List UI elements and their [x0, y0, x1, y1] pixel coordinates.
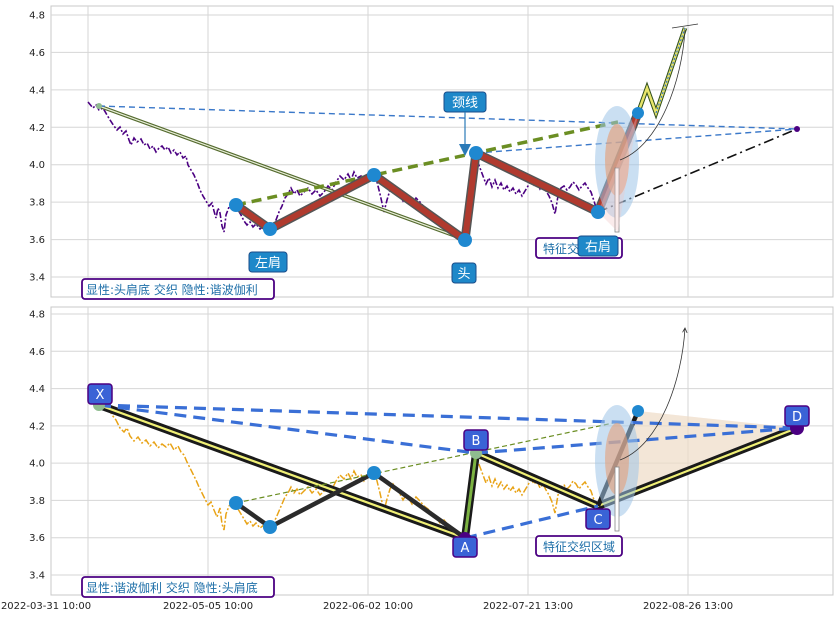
y-tick-label: 4.2 [29, 421, 45, 432]
y-tick-label: 4.8 [29, 11, 45, 22]
label-c: C [585, 508, 611, 530]
top-point-marker [229, 198, 243, 212]
label-right-shoulder: 右肩 [577, 235, 619, 257]
top-panel: 左肩 头 颈线 特征交织区域 右肩 显性:头肩底 交织 隐性:谐波伽利 [81, 23, 800, 300]
svg-text:B: B [472, 434, 481, 449]
top-point-marker [794, 126, 800, 132]
bottom-zone-inner [605, 423, 629, 495]
y-tick-label: 3.4 [29, 273, 45, 284]
bottom-hs-pattern [234, 470, 467, 540]
bottom-price-line [98, 404, 598, 540]
top-gridlines [51, 6, 833, 297]
y-tick-label: 3.8 [29, 198, 45, 209]
label-head: 头 [451, 262, 477, 284]
label-x: X [87, 383, 113, 405]
x-axis-ticks: 2022-03-31 10:00 2022-05-05 10:00 2022-06-… [1, 601, 733, 612]
svg-text:X: X [96, 388, 105, 403]
label-feature-zone-bottom: 特征交织区域 [535, 535, 623, 557]
bottom-neckline [235, 421, 619, 504]
top-zone-inner [605, 124, 629, 196]
svg-text:左肩: 左肩 [255, 255, 281, 271]
svg-text:右肩: 右肩 [585, 239, 611, 255]
svg-text:显性:头肩底 交织 隐性:谐波伽利: 显性:头肩底 交织 隐性:谐波伽利 [86, 282, 258, 297]
x-tick-label: 2022-08-26 13:00 [643, 601, 733, 612]
y-tick-label: 4.4 [29, 384, 45, 395]
y-tick-label: 3.6 [29, 533, 45, 544]
top-zone-bar [614, 167, 620, 233]
bottom-gridlines [51, 307, 833, 595]
top-point-marker [469, 146, 483, 160]
y-tick-label: 4.2 [29, 123, 45, 134]
top-point-marker [263, 222, 277, 236]
bottom-dashed-ac [464, 504, 599, 540]
x-tick-label: 2022-05-05 10:00 [163, 601, 253, 612]
y-tick-label: 4.8 [29, 310, 45, 321]
top-point-marker [367, 168, 381, 182]
y-tick-label: 4.0 [29, 459, 45, 470]
bottom-xabcd-green-seg [463, 452, 478, 539]
label-left-shoulder: 左肩 [248, 251, 288, 273]
bottom-zone-bar [614, 466, 620, 532]
svg-text:特征交织区域: 特征交织区域 [543, 539, 615, 554]
y-tick-label: 3.8 [29, 496, 45, 507]
bottom-panel: X A B C D 特征交织区域 [81, 328, 810, 598]
x-tick-label: 2022-07-21 13:00 [483, 601, 573, 612]
x-tick-label: 2022-06-02 10:00 [323, 601, 413, 612]
top-point-marker [591, 205, 605, 219]
bottom-point-marker [229, 496, 243, 510]
x-tick-label: 2022-03-31 10:00 [1, 601, 91, 612]
top-point-marker [96, 103, 102, 109]
top-falling-trendline-core [98, 105, 467, 241]
bottom-point-marker [632, 405, 644, 417]
y-tick-label: 4.0 [29, 160, 45, 171]
label-a: A [452, 536, 478, 558]
y-tick-label: 4.6 [29, 48, 45, 59]
bottom-point-marker [263, 520, 277, 534]
svg-text:显性:谐波伽利 交织 隐性:头肩底: 显性:谐波伽利 交织 隐性:头肩底 [86, 580, 258, 595]
top-curved-arrow [619, 29, 686, 161]
y-tick-label: 3.6 [29, 235, 45, 246]
y-tick-label: 4.6 [29, 347, 45, 358]
top-legend: 显性:头肩底 交织 隐性:谐波伽利 [81, 278, 275, 300]
svg-text:A: A [461, 541, 470, 556]
top-target-mark [671, 23, 699, 29]
y-tick-label: 4.4 [29, 85, 45, 96]
top-projection-triangle [598, 113, 638, 232]
label-b: B [463, 429, 489, 451]
svg-text:C: C [593, 513, 602, 528]
y-tick-label: 3.4 [29, 571, 45, 582]
bottom-legend: 显性:谐波伽利 交织 隐性:头肩底 [81, 576, 275, 598]
label-d: D [784, 405, 810, 427]
top-projection-dotted [655, 27, 686, 114]
top-plot-frame [50, 5, 834, 298]
top-dashed-line-1 [98, 105, 798, 130]
label-neckline: 颈线 [443, 91, 487, 156]
svg-text:头: 头 [457, 267, 470, 282]
bottom-curved-arrow [619, 328, 685, 461]
top-point-marker [632, 107, 644, 119]
svg-text:D: D [792, 410, 802, 425]
bottom-point-marker [367, 466, 381, 480]
bottom-dashed-xd [98, 403, 798, 430]
top-point-marker [458, 233, 472, 247]
bottom-dashed-xb [98, 403, 477, 455]
top-neckline [235, 120, 619, 207]
top-price-line [87, 101, 598, 242]
svg-text:颈线: 颈线 [452, 96, 478, 111]
y-axis-ticks: 4.8 4.6 4.4 4.2 4.0 3.8 3.6 3.4 4.8 4.6 4.4 4.2 4.0 3… [29, 11, 45, 582]
